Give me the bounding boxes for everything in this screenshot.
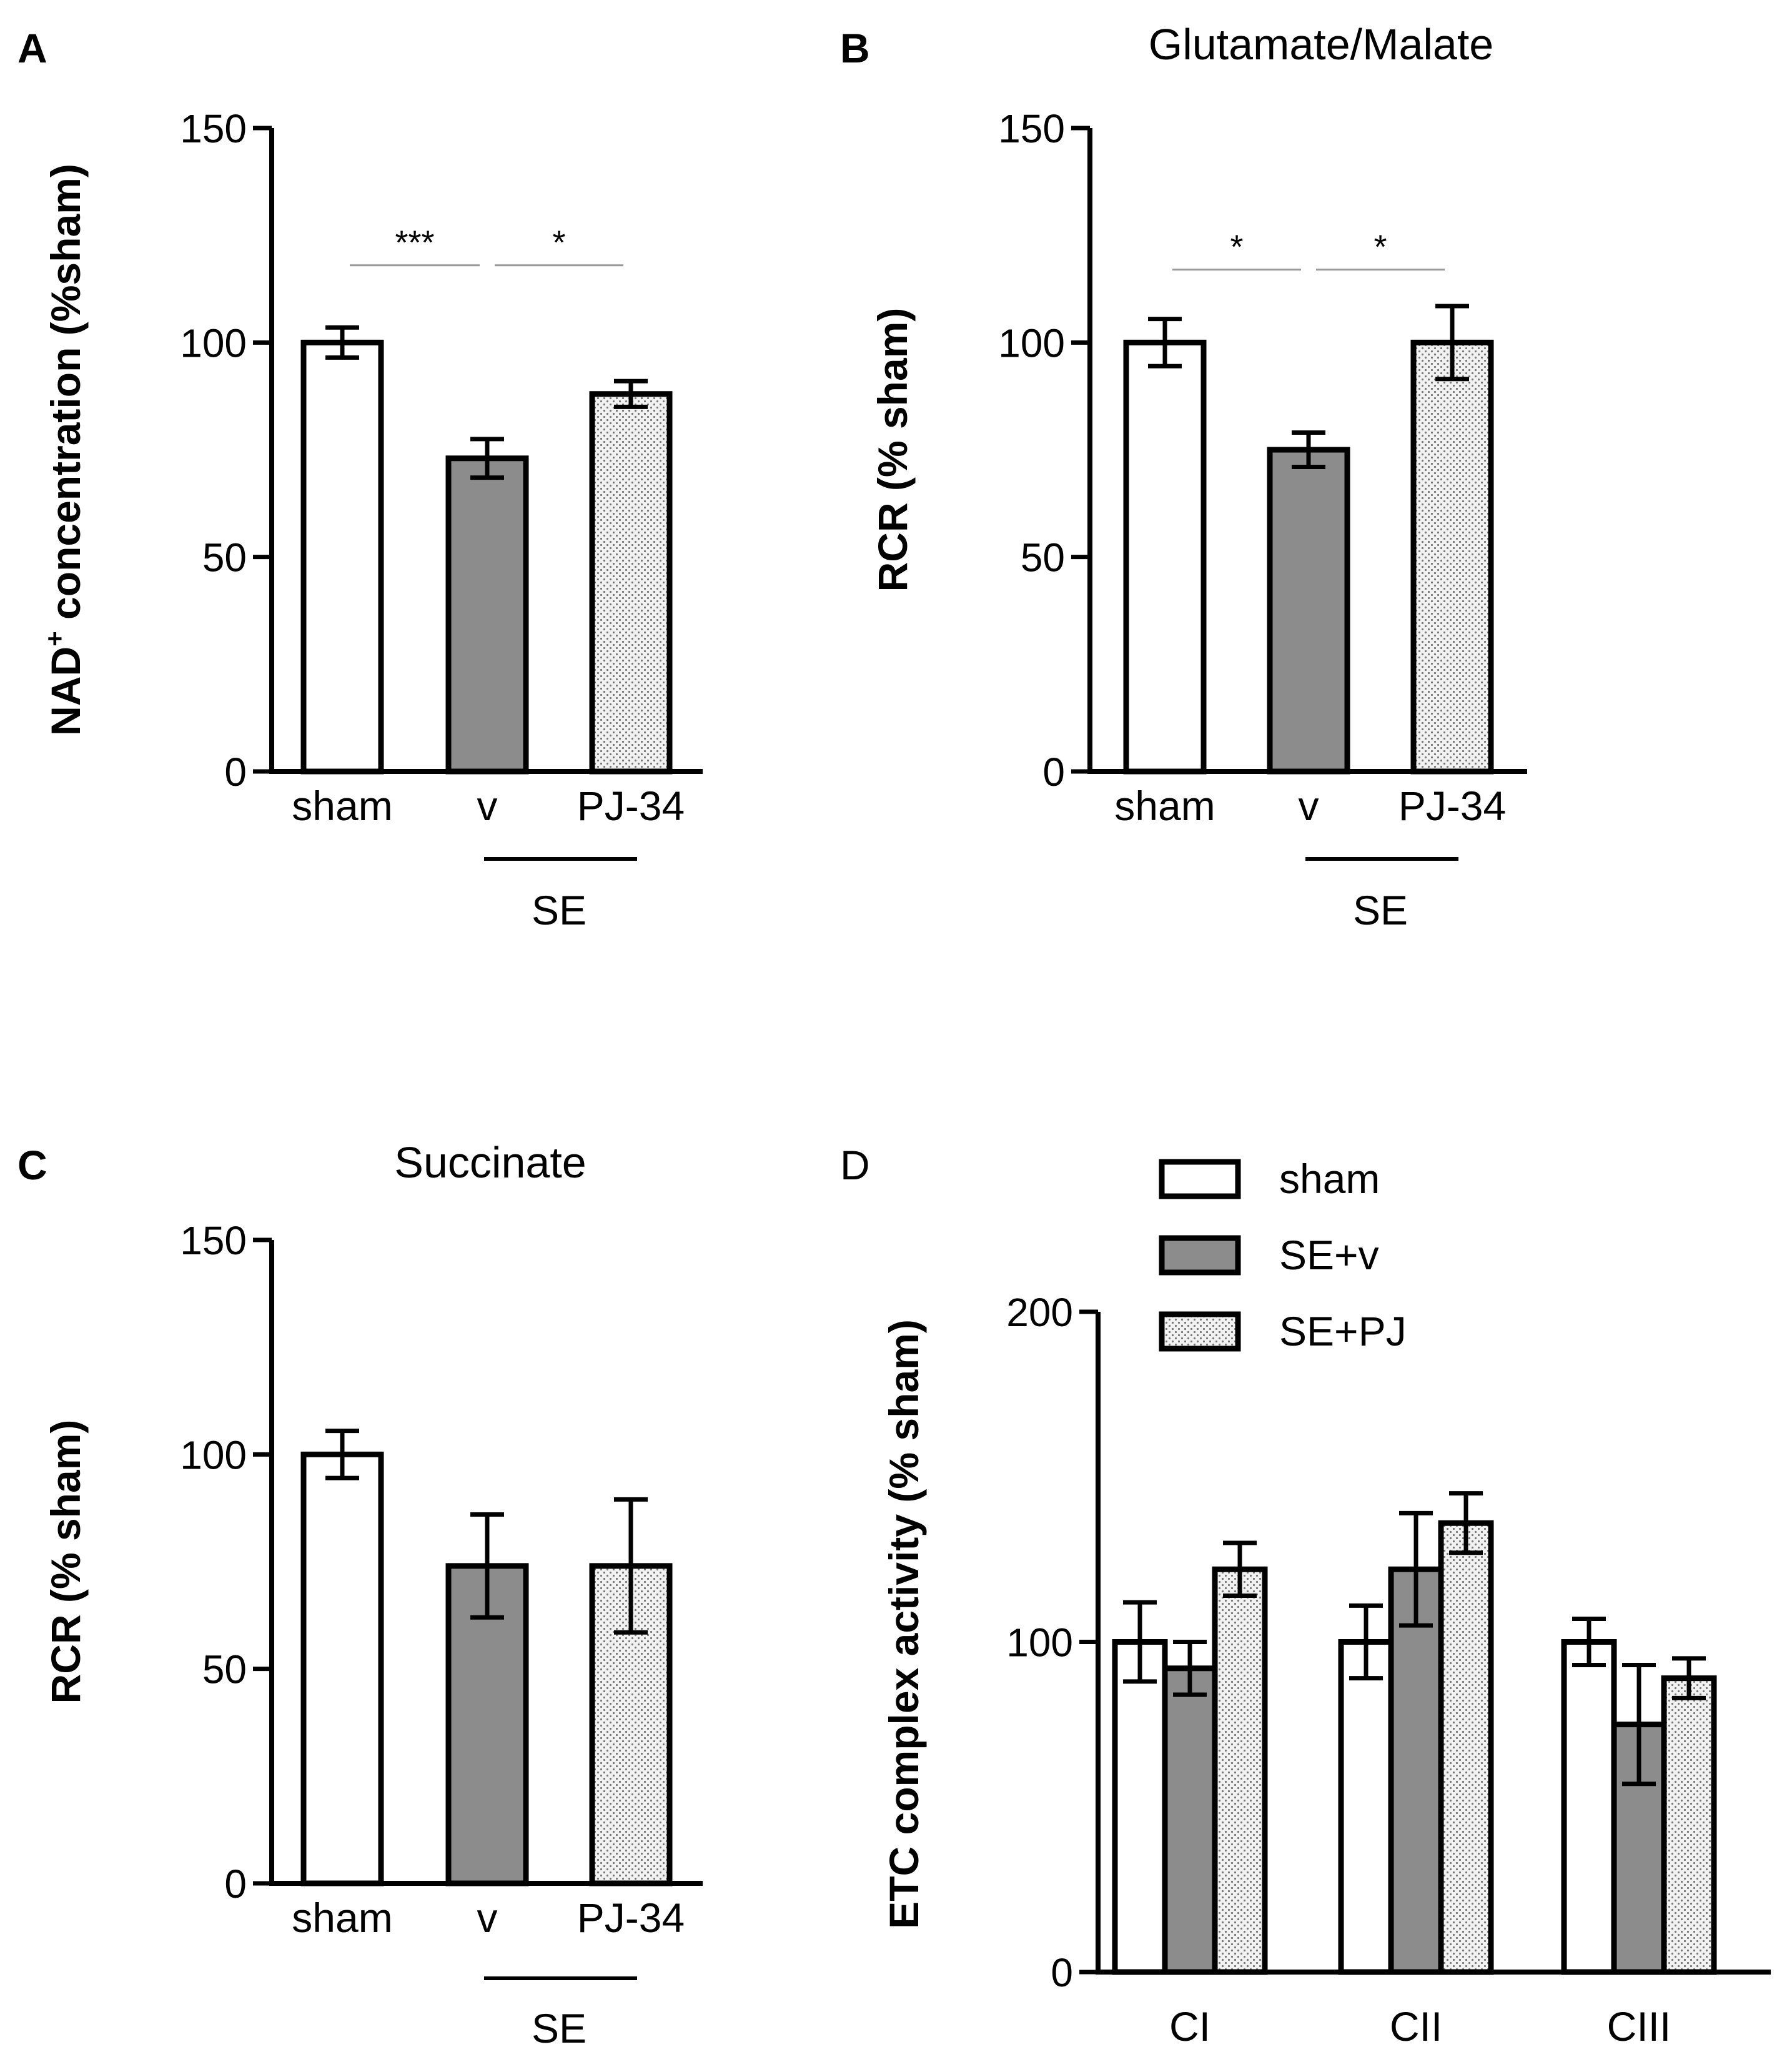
- panel-a-v-bar: [445, 455, 529, 775]
- significance-label-1: *: [552, 224, 565, 262]
- x-tick-label-v: v: [477, 1895, 498, 1941]
- significance-label-1: *: [1374, 229, 1387, 266]
- panel-d-ciii-se-pj-bar: [1661, 1675, 1717, 1975]
- y-tick-label-100: 100: [180, 320, 247, 365]
- panel-c: C Succinate RCR (% sham) 0 50 100 150 sham v PJ-3…: [17, 1138, 703, 2051]
- y-axis-label-main: NAD: [42, 647, 89, 736]
- panel-b: B Glutamate/Malate RCR (% sham) 0 50 100 150 sh…: [840, 20, 1527, 933]
- x-tick-label-ci: CI: [1169, 2003, 1210, 2050]
- legend-swatch-se-pj: [1159, 1311, 1241, 1352]
- panel-d-ci-se-pj-bar: [1212, 1566, 1268, 1975]
- y-tick-label-0: 0: [224, 1861, 247, 1906]
- panel-a-y-axis-label: NAD+ concentration (%sham): [40, 164, 89, 736]
- panel-b-pj-34-bar: [1410, 339, 1494, 775]
- panel-d-ci-se-v-bar: [1162, 1665, 1218, 1975]
- panel-b-letter: B: [840, 25, 870, 71]
- legend-swatch-sham: [1159, 1159, 1241, 1199]
- significance-label-0: ***: [395, 224, 434, 262]
- panel-b-title: Glutamate/Malate: [1149, 20, 1493, 69]
- group-label: SE: [1353, 887, 1408, 933]
- panel-a-sham-bar: [300, 339, 384, 775]
- legend-label-se-pj: SE+PJ: [1279, 1308, 1407, 1354]
- x-tick-label-sham: sham: [292, 1895, 392, 1941]
- panel-d-cii-sham-bar: [1338, 1639, 1394, 1975]
- panel-d-y-axis-label: ETC complex activity (% sham): [881, 1319, 927, 1929]
- x-tick-label-pj-34: PJ-34: [577, 1895, 685, 1941]
- y-tick-label-100: 100: [1006, 1620, 1073, 1665]
- y-tick-label-50: 50: [1021, 535, 1065, 580]
- panel-c-y-axis-label: RCR (% sham): [42, 1420, 89, 1704]
- panel-d-cii-se-v-bar: [1388, 1566, 1444, 1975]
- panel-d-ciii-sham-bar: [1561, 1639, 1617, 1975]
- panel-d-ci-sham-bar: [1112, 1639, 1168, 1975]
- y-tick-label-0: 0: [1042, 750, 1065, 795]
- y-tick-label-50: 50: [202, 535, 247, 580]
- y-tick-label-150: 150: [180, 106, 247, 151]
- panel-c-letter: C: [17, 1142, 47, 1188]
- y-tick-label-50: 50: [202, 1647, 247, 1692]
- panel-d-letter: D: [840, 1142, 870, 1188]
- x-tick-label-pj-34: PJ-34: [577, 783, 685, 829]
- panel-d-cii-se-pj-bar: [1438, 1520, 1494, 1975]
- y-tick-label-0: 0: [1051, 1950, 1073, 1995]
- y-axis-label-main: RCR (% sham): [42, 1420, 89, 1704]
- legend-label-se-v: SE+v: [1279, 1232, 1379, 1278]
- y-tick-label-100: 100: [180, 1432, 247, 1477]
- y-tick-label-100: 100: [998, 320, 1065, 365]
- x-tick-label-cii: CII: [1390, 2003, 1442, 2050]
- x-tick-label-sham: sham: [1114, 783, 1215, 829]
- panel-a-pj-34-bar: [589, 391, 673, 775]
- panel-b-y-axis-label: RCR (% sham): [869, 308, 916, 592]
- panel-a: A NAD+ concentration (%sham) 0 50 100 150 sham…: [17, 25, 703, 933]
- panel-d: D ETC complex activity (% sham) 0 100 200 CI C…: [840, 1142, 1771, 2050]
- panel-b-v-bar: [1267, 447, 1350, 775]
- y-tick-label-200: 200: [1006, 1290, 1073, 1335]
- x-tick-label-pj-34: PJ-34: [1398, 783, 1506, 829]
- panel-b-sham-bar: [1123, 339, 1207, 775]
- y-axis-label-superscript: +: [40, 631, 69, 647]
- significance-label-0: *: [1230, 229, 1243, 266]
- x-tick-label-sham: sham: [292, 783, 392, 829]
- group-label: SE: [532, 2005, 587, 2051]
- y-axis-label-main: RCR (% sham): [869, 308, 916, 592]
- y-tick-label-0: 0: [224, 750, 247, 795]
- legend-swatch-se-v: [1159, 1235, 1241, 1276]
- panel-c-title: Succinate: [394, 1138, 586, 1187]
- legend-label-sham: sham: [1279, 1156, 1380, 1202]
- y-axis-label-rest: concentration (%sham): [42, 164, 89, 631]
- x-tick-label-ciii: CIII: [1607, 2003, 1671, 2050]
- panel-a-letter: A: [17, 25, 47, 71]
- x-tick-label-v: v: [477, 783, 498, 829]
- y-tick-label-150: 150: [998, 106, 1065, 151]
- group-label: SE: [532, 887, 587, 933]
- y-tick-label-150: 150: [180, 1218, 247, 1263]
- y-axis-label-main: ETC complex activity (% sham): [881, 1319, 927, 1929]
- x-tick-label-v: v: [1299, 783, 1319, 829]
- panel-c-sham-bar: [300, 1451, 384, 1886]
